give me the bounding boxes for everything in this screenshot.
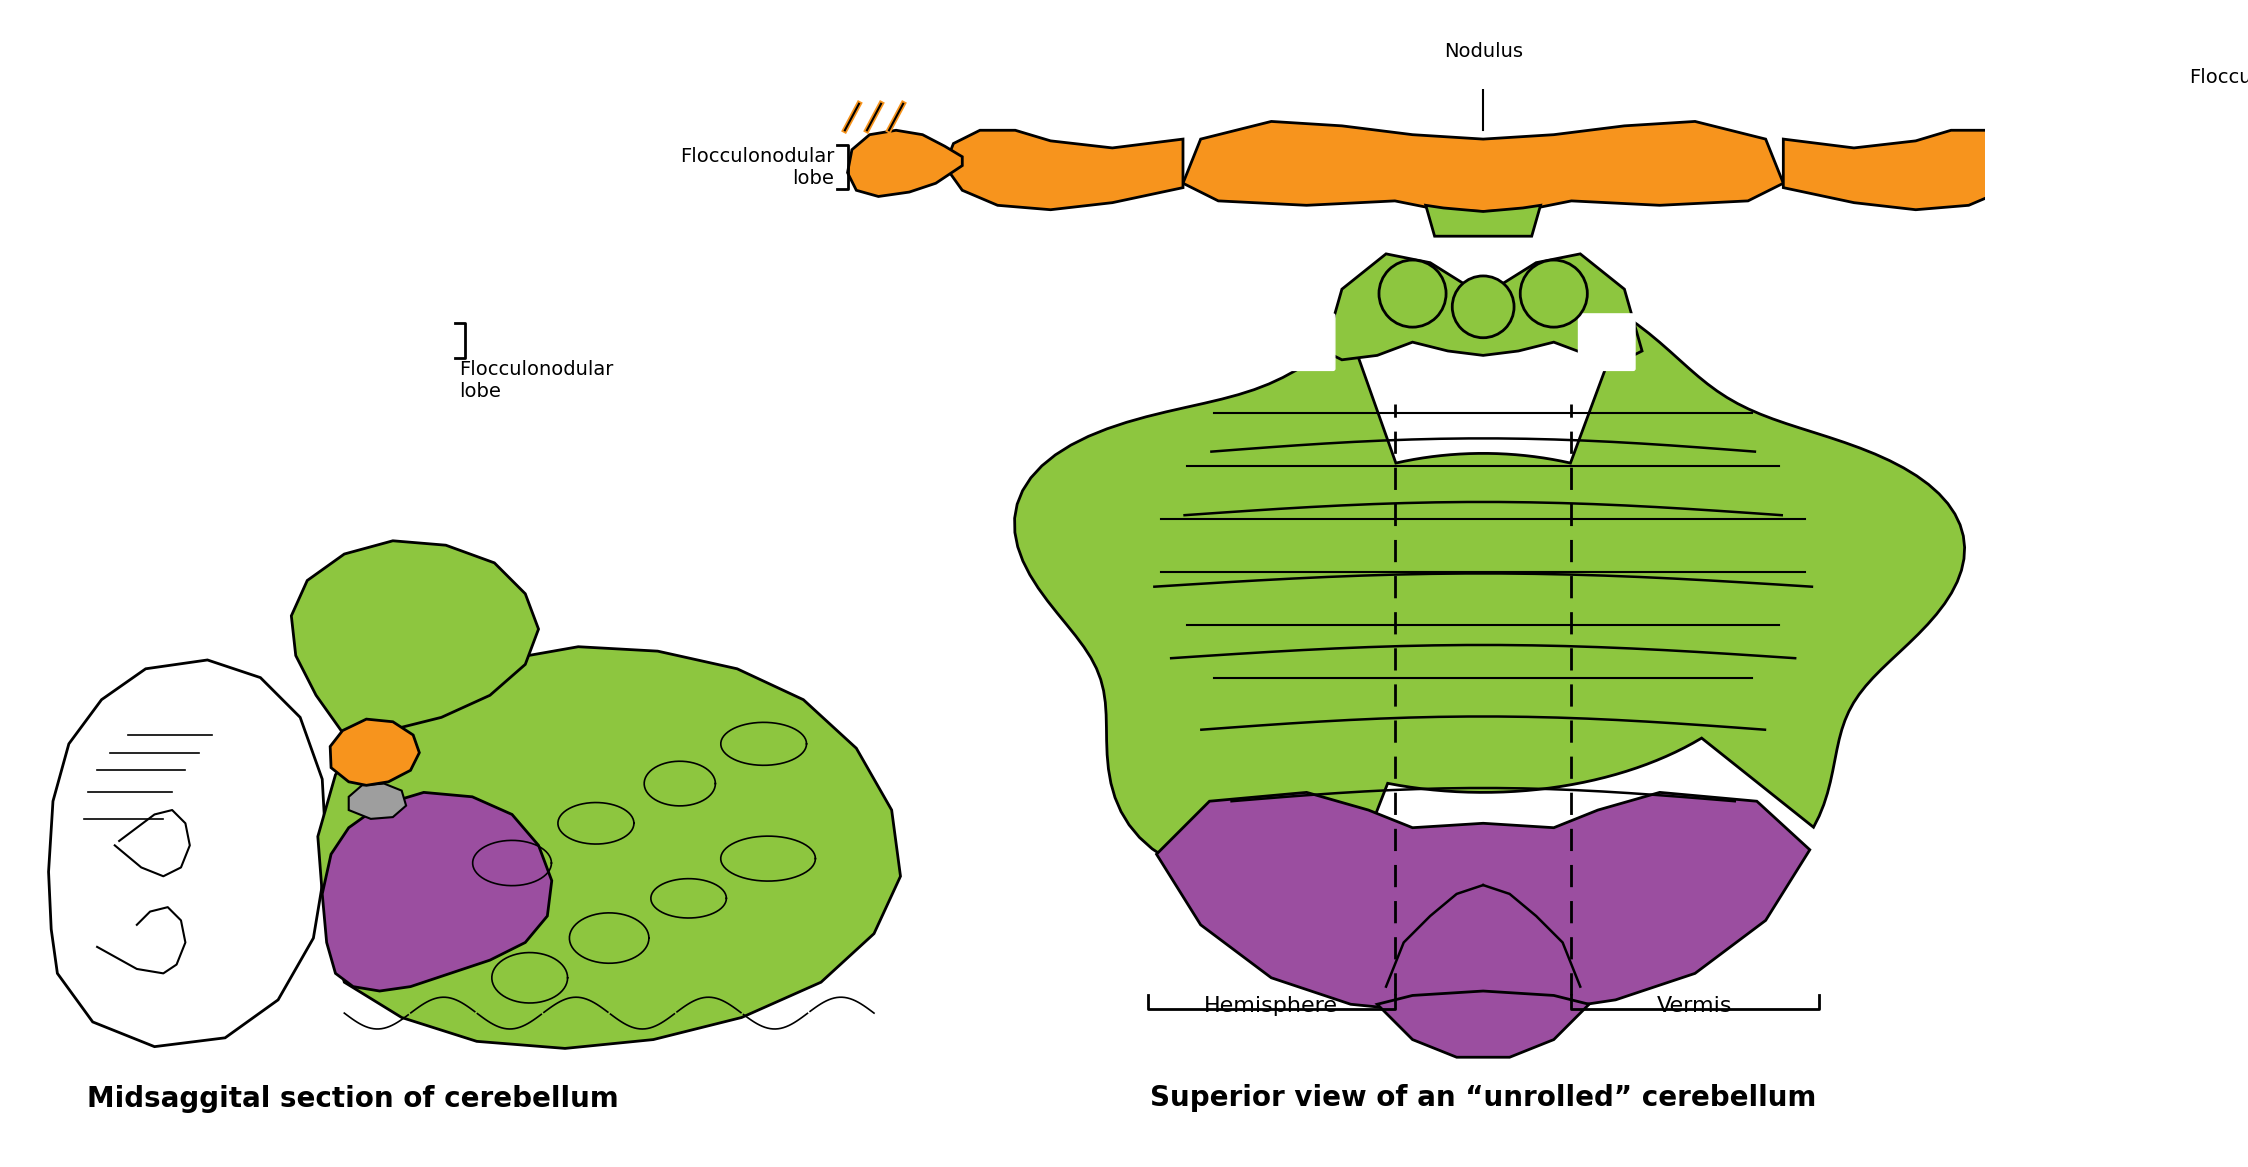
Polygon shape — [1324, 254, 1641, 359]
Polygon shape — [1378, 991, 1589, 1057]
Polygon shape — [1014, 316, 1965, 885]
Text: Nodulus: Nodulus — [1443, 42, 1522, 61]
Polygon shape — [847, 131, 962, 196]
Polygon shape — [1182, 121, 1783, 211]
Circle shape — [1520, 260, 1587, 327]
Polygon shape — [321, 792, 551, 991]
Polygon shape — [292, 540, 540, 735]
Polygon shape — [330, 719, 420, 785]
Text: Superior view of an “unrolled” cerebellum: Superior view of an “unrolled” cerebellu… — [1151, 1084, 1816, 1112]
Text: Flocculus: Flocculus — [2190, 68, 2248, 86]
FancyBboxPatch shape — [1279, 314, 1335, 370]
Text: Vermis: Vermis — [1657, 995, 1733, 1015]
Polygon shape — [1155, 792, 1810, 1013]
FancyBboxPatch shape — [1578, 314, 1634, 370]
Polygon shape — [1783, 131, 2021, 210]
Polygon shape — [1425, 205, 1540, 236]
Polygon shape — [348, 783, 407, 819]
Text: Flocculonodular
lobe: Flocculonodular lobe — [459, 359, 614, 400]
Text: Midsaggital section of cerebellum: Midsaggital section of cerebellum — [88, 1085, 618, 1113]
Text: Flocculonodular
lobe: Flocculonodular lobe — [679, 147, 834, 188]
Polygon shape — [944, 131, 1182, 210]
Polygon shape — [317, 647, 901, 1048]
Polygon shape — [2003, 131, 2120, 196]
Circle shape — [1378, 260, 1445, 327]
Circle shape — [1452, 275, 1515, 337]
Polygon shape — [49, 661, 326, 1047]
Text: Hemisphere: Hemisphere — [1205, 995, 1338, 1015]
